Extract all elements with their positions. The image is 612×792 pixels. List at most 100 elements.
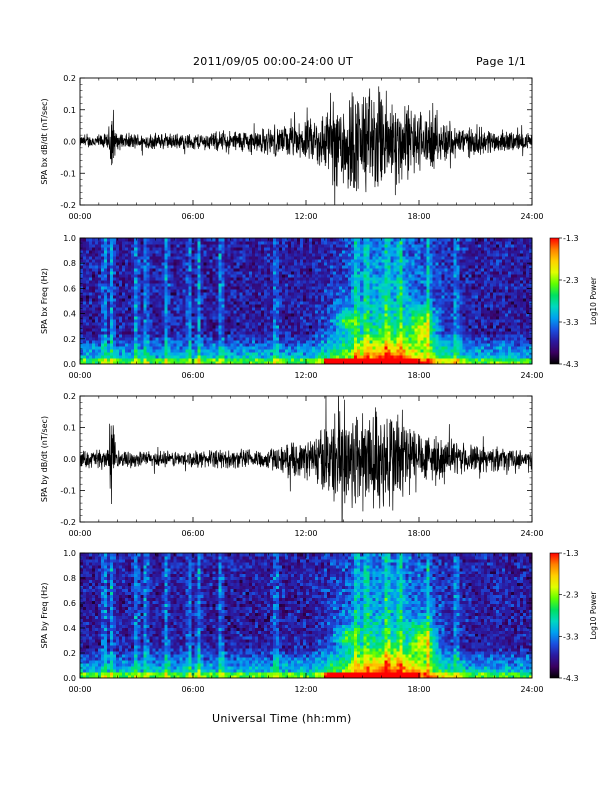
heat-cell	[315, 298, 319, 302]
heat-cell	[149, 322, 153, 326]
heat-cell	[89, 262, 93, 266]
heat-cell	[318, 259, 322, 263]
heat-cell	[287, 256, 292, 260]
heat-cell	[366, 316, 370, 320]
heat-cell	[411, 286, 415, 290]
heat-cell	[89, 334, 93, 338]
heat-cell	[369, 337, 373, 341]
heat-cell	[266, 277, 271, 281]
heat-cell	[113, 361, 117, 365]
heat-cell	[399, 325, 403, 329]
heat-cell	[110, 349, 114, 353]
heat-cell	[80, 238, 84, 242]
heat-cell	[399, 286, 403, 290]
heat-cell	[402, 361, 406, 365]
heat-cell	[266, 319, 271, 323]
heat-cell	[200, 262, 204, 266]
heat-cell	[423, 238, 427, 242]
heat-cell	[209, 238, 213, 242]
heat-cell	[233, 262, 238, 266]
heat-cell	[345, 262, 349, 266]
heat-cell	[333, 343, 337, 347]
heat-cell	[369, 250, 373, 254]
heat-cell	[405, 307, 409, 311]
heat-cell	[89, 295, 93, 299]
heat-cell	[411, 328, 415, 332]
heat-cell	[188, 325, 192, 329]
heat-cell	[257, 301, 262, 305]
heat-cell	[411, 295, 415, 299]
heat-cell	[302, 244, 307, 248]
heat-cell	[236, 343, 241, 347]
heat-cell	[302, 334, 307, 338]
heat-cell	[86, 346, 90, 350]
heat-cell	[257, 268, 262, 272]
heat-cell	[336, 244, 340, 248]
heat-cell	[206, 322, 210, 326]
heat-cell	[251, 325, 256, 329]
heat-cell	[89, 331, 93, 335]
heat-cell	[396, 328, 400, 332]
heat-cell	[116, 349, 120, 353]
heat-cell	[104, 256, 108, 260]
heat-cell	[260, 277, 265, 281]
heat-cell	[188, 319, 192, 323]
heat-cell	[296, 295, 301, 299]
heat-cell	[140, 268, 144, 272]
heat-cell	[327, 334, 331, 338]
heat-cell	[372, 361, 376, 365]
heat-cell	[227, 316, 232, 320]
heat-cell	[146, 289, 150, 293]
heat-cell	[420, 304, 424, 308]
heat-cell	[194, 244, 198, 248]
heat-cell	[176, 340, 180, 344]
heat-cell	[164, 250, 168, 254]
heat-cell	[402, 280, 406, 284]
heat-cell	[363, 271, 367, 275]
heat-cell	[203, 328, 207, 332]
heat-cell	[417, 274, 421, 278]
heat-cell	[188, 274, 192, 278]
heat-cell	[357, 322, 361, 326]
heat-cell	[116, 352, 120, 356]
heat-cell	[224, 262, 229, 266]
heat-cell	[197, 265, 201, 269]
heat-cell	[194, 313, 198, 317]
heat-cell	[366, 292, 370, 296]
heat-cell	[110, 322, 114, 326]
heat-cell	[384, 271, 388, 275]
heat-cell	[366, 361, 370, 365]
heat-cell	[290, 352, 295, 356]
heat-cell	[239, 346, 244, 350]
heat-cell	[185, 355, 189, 359]
heat-cell	[116, 280, 120, 284]
heat-cell	[360, 325, 364, 329]
heat-cell	[333, 334, 337, 338]
heat-cell	[290, 247, 295, 251]
heat-cell	[287, 346, 292, 350]
heat-cell	[324, 289, 328, 293]
heat-cell	[233, 295, 238, 299]
heat-cell	[266, 358, 271, 362]
heat-cell	[384, 325, 388, 329]
heat-cell	[296, 292, 301, 296]
heat-cell	[306, 256, 310, 260]
heat-cell	[309, 289, 313, 293]
heat-cell	[257, 244, 262, 248]
heat-cell	[239, 304, 244, 308]
heat-cell	[299, 277, 304, 281]
heat-cell	[236, 322, 241, 326]
heat-cell	[86, 265, 90, 269]
heat-cell	[194, 328, 198, 332]
heat-cell	[315, 259, 319, 263]
heat-cell	[209, 298, 213, 302]
heat-cell	[191, 328, 195, 332]
heat-cell	[411, 256, 415, 260]
heat-cell	[336, 316, 340, 320]
heat-cell	[182, 250, 186, 254]
heat-cell	[393, 349, 397, 353]
heat-cell	[372, 322, 376, 326]
heat-cell	[248, 313, 253, 317]
heat-cell	[176, 343, 180, 347]
heat-cell	[414, 340, 418, 344]
